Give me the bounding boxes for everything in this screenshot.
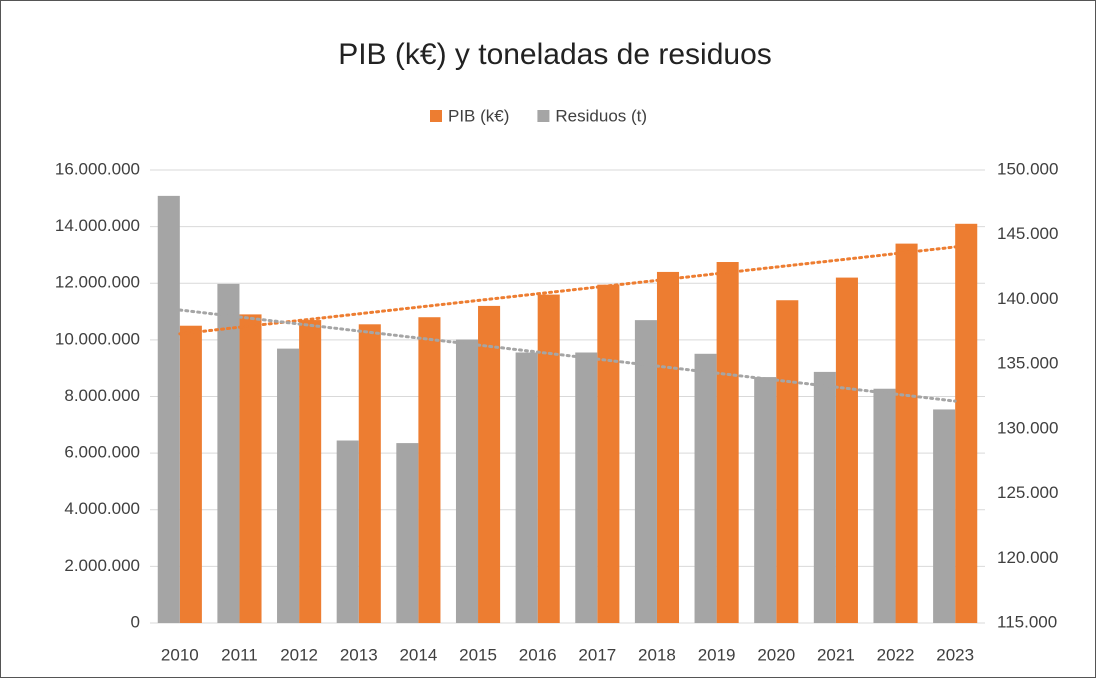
y2-tick-label: 120.000 <box>997 548 1058 567</box>
legend-label: Residuos (t) <box>555 106 647 125</box>
legend-swatch <box>430 110 442 122</box>
bar <box>396 443 419 623</box>
x-tick-label: 2012 <box>280 645 318 664</box>
x-tick-label: 2016 <box>519 645 557 664</box>
y2-tick-label: 135.000 <box>997 354 1058 373</box>
x-tick-label: 2022 <box>877 645 915 664</box>
y2-tick-label: 125.000 <box>997 483 1058 502</box>
bar <box>597 284 620 623</box>
x-tick-label: 2011 <box>221 645 258 664</box>
x-tick-label: 2014 <box>399 645 437 664</box>
y2-tick-label: 150.000 <box>997 159 1058 178</box>
bar <box>299 320 322 623</box>
bar <box>239 314 262 623</box>
y2-tick-label: 140.000 <box>997 289 1058 308</box>
bar <box>895 243 918 624</box>
x-tick-label: 2017 <box>578 645 616 664</box>
bar <box>776 300 799 623</box>
y2-tick-label: 130.000 <box>997 418 1058 437</box>
y-tick-label: 4.000.000 <box>64 499 140 518</box>
bar <box>277 348 300 623</box>
bar <box>955 223 978 623</box>
x-tick-label: 2018 <box>638 645 676 664</box>
bar <box>537 294 560 623</box>
bar <box>716 262 739 623</box>
bar <box>478 305 501 623</box>
bar <box>835 277 858 623</box>
legend-swatch <box>537 110 550 122</box>
y2-tick-label: 115.000 <box>997 612 1057 631</box>
bar <box>179 325 202 623</box>
y-tick-label: 16.000.000 <box>55 159 140 178</box>
bar <box>217 283 240 623</box>
bar <box>933 409 956 623</box>
bar <box>157 195 180 623</box>
bar <box>336 440 359 623</box>
x-tick-label: 2015 <box>459 645 497 664</box>
y2-tick-label: 145.000 <box>997 224 1058 243</box>
y-tick-label: 0 <box>131 612 140 631</box>
bar <box>873 388 896 623</box>
trendline <box>178 308 957 403</box>
bar <box>634 320 657 623</box>
x-tick-label: 2023 <box>936 645 974 664</box>
x-tick-label: 2020 <box>757 645 795 664</box>
bar <box>656 271 680 623</box>
bar <box>515 352 538 623</box>
y-tick-label: 8.000.000 <box>64 386 140 405</box>
x-tick-label: 2010 <box>161 645 199 664</box>
x-tick-label: 2021 <box>817 645 855 664</box>
bar <box>418 317 441 623</box>
bar <box>358 324 381 623</box>
bar <box>754 377 777 623</box>
y-tick-label: 2.000.000 <box>64 556 140 575</box>
bar <box>813 371 836 623</box>
x-tick-label: 2013 <box>340 645 378 664</box>
legend-label: PIB (k€) <box>448 106 509 125</box>
y-tick-label: 14.000.000 <box>55 216 140 235</box>
bar <box>575 352 598 623</box>
y-tick-label: 12.000.000 <box>55 273 140 292</box>
bar <box>455 339 479 623</box>
y-tick-label: 10.000.000 <box>55 329 140 348</box>
x-tick-label: 2019 <box>698 645 736 664</box>
y-tick-label: 6.000.000 <box>64 443 140 462</box>
chart-title: PIB (k€) y toneladas de residuos <box>338 38 772 71</box>
bar <box>694 353 717 623</box>
trendline <box>178 245 957 336</box>
